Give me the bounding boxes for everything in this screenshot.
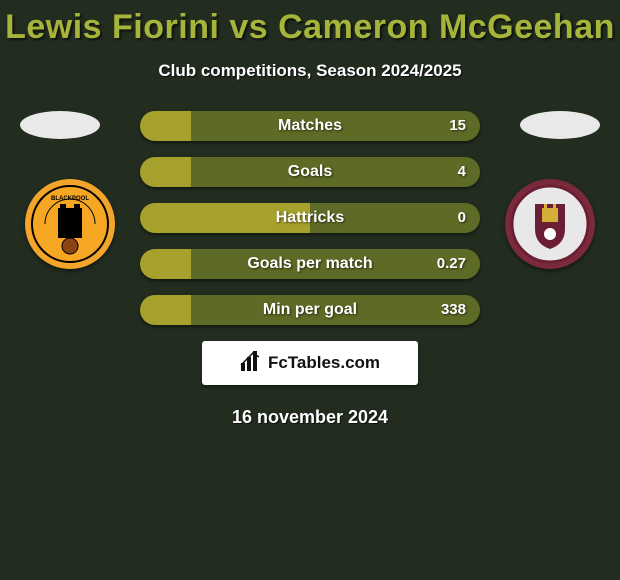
player-right-ellipse <box>520 111 600 139</box>
stats-area: BLACKPOOL Matches15 Goals4 Hattricks0 Goals… <box>0 111 620 325</box>
stat-row: Matches15 <box>140 111 480 141</box>
page-title: Lewis Fiorini vs Cameron McGeehan <box>0 0 620 47</box>
stat-value-right: 0.27 <box>437 249 466 279</box>
stat-row: Hattricks0 <box>140 203 480 233</box>
subtitle: Club competitions, Season 2024/2025 <box>0 61 620 81</box>
stat-label: Min per goal <box>140 295 480 325</box>
comparison-card: Lewis Fiorini vs Cameron McGeehan Club c… <box>0 0 620 580</box>
blackpool-crest-icon: BLACKPOOL <box>30 184 110 264</box>
northampton-crest-icon <box>510 184 590 264</box>
bars-icon <box>240 351 262 376</box>
stat-label: Matches <box>140 111 480 141</box>
stat-row: Min per goal338 <box>140 295 480 325</box>
stat-row: Goals4 <box>140 157 480 187</box>
svg-text:BLACKPOOL: BLACKPOOL <box>51 196 89 202</box>
branding-box: FcTables.com <box>202 341 418 385</box>
stat-value-right: 338 <box>441 295 466 325</box>
stat-label: Goals per match <box>140 249 480 279</box>
club-badge-left: BLACKPOOL <box>25 179 115 269</box>
stat-label: Goals <box>140 157 480 187</box>
club-badge-right <box>505 179 595 269</box>
stat-label: Hattricks <box>140 203 480 233</box>
stat-row: Goals per match0.27 <box>140 249 480 279</box>
stat-value-right: 4 <box>458 157 466 187</box>
stat-value-right: 15 <box>449 111 466 141</box>
branding-text: FcTables.com <box>268 353 380 373</box>
stat-value-right: 0 <box>458 203 466 233</box>
footer-date: 16 november 2024 <box>0 407 620 428</box>
player-left-ellipse <box>20 111 100 139</box>
stat-rows: Matches15 Goals4 Hattricks0 Goals per match… <box>140 111 480 325</box>
